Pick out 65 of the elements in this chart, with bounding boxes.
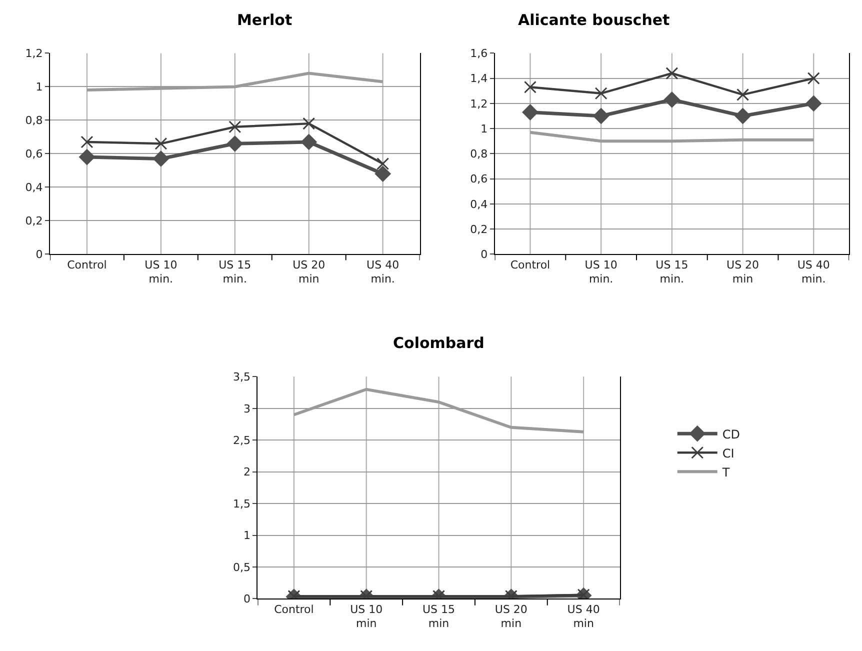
point bbox=[376, 157, 390, 170]
y-tick-label: 0,4 bbox=[470, 198, 488, 211]
y-tick-label: 1,6 bbox=[470, 47, 488, 60]
x-tick-label: US 40 min bbox=[567, 602, 600, 630]
point bbox=[153, 150, 169, 167]
point bbox=[226, 136, 243, 152]
legend-label: CD bbox=[722, 427, 740, 442]
x-tick-label: Control bbox=[510, 258, 550, 272]
legend-label: T bbox=[721, 465, 730, 480]
point bbox=[594, 87, 608, 100]
chart-title: Alicante bouschet bbox=[518, 11, 670, 29]
y-tick-label: 2 bbox=[244, 466, 251, 479]
point bbox=[228, 120, 242, 134]
y-tick-label: 0 bbox=[480, 248, 488, 262]
point bbox=[522, 104, 538, 120]
x-tick-label: US 10 min. bbox=[144, 258, 178, 286]
x-tick-label: US 20 min bbox=[292, 258, 326, 286]
x-tick-label: US 10 min bbox=[350, 602, 383, 630]
y-tick-label: 1,2 bbox=[25, 47, 43, 60]
y-tick-label: 0 bbox=[244, 592, 251, 606]
y-tick-label: 0,8 bbox=[25, 114, 43, 128]
point bbox=[593, 108, 609, 124]
y-tick-label: 1,2 bbox=[470, 97, 488, 110]
x-tick-label: US 15 min. bbox=[656, 258, 688, 286]
x-tick-label: US 40 min. bbox=[797, 258, 830, 286]
x-tick-label: US 15 min bbox=[422, 602, 456, 630]
y-tick-label: 0,5 bbox=[233, 560, 251, 574]
y-tick-label: 1 bbox=[36, 80, 43, 94]
point bbox=[154, 137, 168, 150]
y-tick-label: 0,2 bbox=[470, 222, 488, 236]
point bbox=[524, 80, 536, 94]
point bbox=[806, 96, 822, 112]
y-tick-label: 1 bbox=[244, 529, 251, 542]
y-tick-label: 0,8 bbox=[470, 148, 488, 161]
y-tick-label: 0,2 bbox=[25, 214, 43, 228]
y-tick-label: 1,5 bbox=[233, 497, 251, 510]
y-tick-label: 1 bbox=[480, 122, 488, 136]
point bbox=[807, 72, 820, 85]
y-tick-label: 0,6 bbox=[470, 172, 488, 186]
y-tick-label: 2,5 bbox=[233, 434, 251, 447]
y-tick-label: 0,6 bbox=[25, 148, 43, 161]
point bbox=[666, 67, 678, 80]
y-tick-label: 0 bbox=[36, 248, 43, 262]
point bbox=[302, 117, 316, 130]
x-tick-label: US 10 min. bbox=[584, 258, 618, 286]
x-tick-label: US 20 min bbox=[726, 258, 760, 286]
point bbox=[374, 166, 391, 182]
point bbox=[734, 108, 751, 124]
point bbox=[80, 136, 94, 148]
x-tick-label: US 15 min. bbox=[218, 258, 252, 286]
y-tick-label: 3,5 bbox=[233, 370, 251, 384]
x-tick-label: Control bbox=[274, 602, 314, 616]
y-tick-label: 1,4 bbox=[470, 72, 488, 86]
x-tick-label: US 40 min. bbox=[366, 258, 400, 286]
chart-title: Colombard bbox=[393, 334, 484, 352]
point bbox=[664, 92, 680, 108]
y-tick-label: 0,4 bbox=[25, 181, 43, 194]
point bbox=[736, 88, 750, 101]
point bbox=[300, 134, 317, 150]
chart-title: Merlot bbox=[237, 11, 292, 29]
point bbox=[79, 149, 95, 165]
legend-label: CI bbox=[722, 446, 734, 460]
x-tick-label: US 20 min bbox=[494, 602, 528, 630]
x-tick-label: Control bbox=[67, 258, 107, 272]
y-tick-label: 3 bbox=[244, 402, 251, 416]
